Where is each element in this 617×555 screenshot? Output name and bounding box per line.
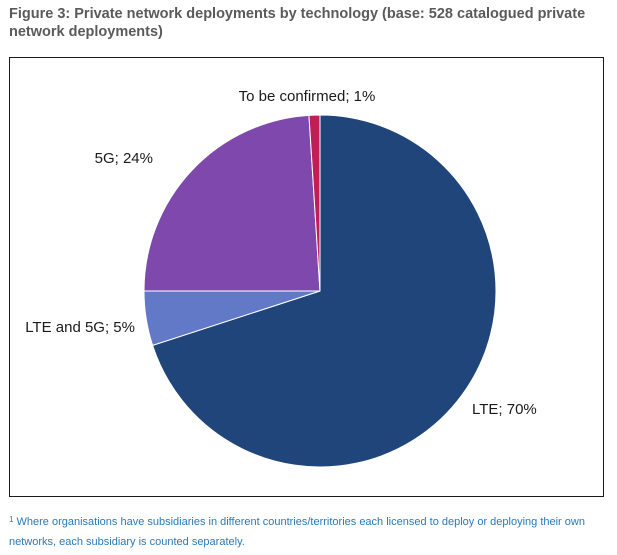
chart-frame: LTE; 70% LTE and 5G; 5% 5G; 24% To be confi… [9, 57, 604, 497]
pie-label-lte-and-5g: LTE and 5G; 5% [25, 319, 135, 336]
pie-slice-5g [143, 114, 321, 292]
footnote-text: Where organisations have subsidiaries in… [9, 516, 585, 548]
pie-label-5g: 5G; 24% [95, 150, 153, 167]
pie-label-lte: LTE; 70% [472, 401, 537, 418]
pie-label-to-be-confirmed: To be confirmed; 1% [239, 88, 376, 105]
footnote-marker: 1 [9, 515, 14, 524]
pie-slice-lte [151, 114, 497, 468]
footnote: 1 Where organisations have subsidiaries … [9, 512, 609, 552]
pie-chart: LTE; 70% LTE and 5G; 5% 5G; 24% To be confi… [25, 88, 537, 468]
figure-title: Figure 3: Private network deployments by… [9, 6, 586, 40]
pie-slices [143, 114, 497, 468]
pie-labels: LTE; 70% LTE and 5G; 5% 5G; 24% To be confi… [25, 88, 537, 418]
pie-slice-to-be-confirmed [308, 114, 321, 292]
